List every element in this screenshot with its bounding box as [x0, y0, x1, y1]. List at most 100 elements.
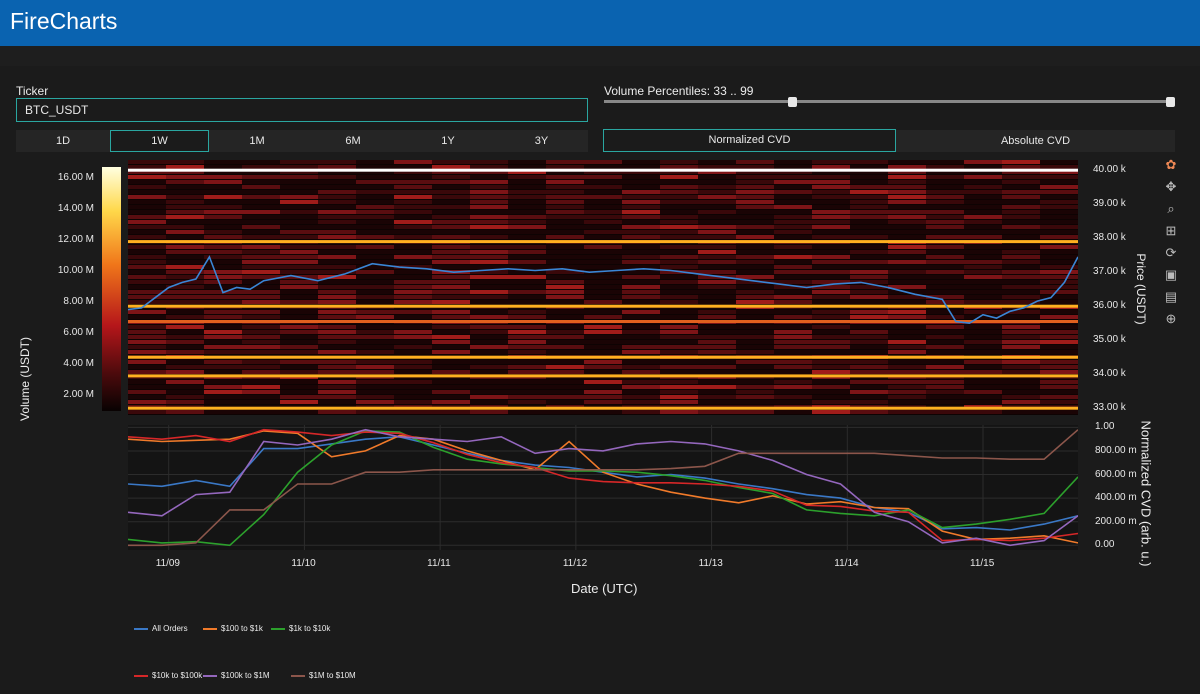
- heatmap-cell: [926, 180, 964, 184]
- timeframe-3y-button[interactable]: 3Y: [495, 130, 588, 152]
- orderbook-heatmap[interactable]: [128, 160, 1078, 415]
- heatmap-cell: [736, 235, 774, 239]
- heatmap-cell: [508, 270, 546, 274]
- heatmap-cell: [356, 165, 394, 169]
- legend-item[interactable]: $1M to $10M: [291, 671, 356, 680]
- heatmap-cell: [508, 205, 546, 209]
- reset-icon[interactable]: ⟳: [1165, 245, 1177, 260]
- heatmap-cell: [1040, 345, 1078, 349]
- heatmap-cell: [394, 365, 432, 369]
- heatmap-cell: [1040, 360, 1078, 364]
- heatmap-cell: [508, 315, 546, 319]
- zoom-icon[interactable]: ⌕: [1167, 201, 1175, 216]
- ticker-input[interactable]: [16, 98, 588, 122]
- slider-low-handle[interactable]: [788, 97, 797, 107]
- zoom-in-icon[interactable]: ⊞: [1165, 223, 1177, 238]
- heatmap-cell: [812, 170, 850, 174]
- legend-item[interactable]: $100 to $1k: [203, 624, 263, 633]
- price-tick-label: 38.00 k: [1093, 232, 1126, 244]
- heatmap-cell: [280, 250, 318, 254]
- heatmap-cell: [318, 280, 356, 284]
- heatmap-cell: [242, 205, 280, 209]
- heatmap-cell: [166, 285, 204, 289]
- heatmap-cell: [546, 235, 584, 239]
- timeframe-1m-button[interactable]: 1M: [209, 130, 305, 152]
- heatmap-cell: [850, 380, 888, 384]
- crosshair-icon[interactable]: ⊕: [1165, 311, 1177, 326]
- heatmap-cell: [1040, 365, 1078, 369]
- timeframe-1d-button[interactable]: 1D: [16, 130, 110, 152]
- heatmap-cell: [508, 295, 546, 299]
- price-tick-label: 35.00 k: [1093, 334, 1126, 346]
- colorbar-tick-label: 8.00 M: [63, 296, 94, 307]
- heatmap-cell: [318, 310, 356, 314]
- heatmap-cell: [280, 245, 318, 249]
- heatmap-cell: [1002, 395, 1040, 399]
- heatmap-cell: [736, 215, 774, 219]
- heatmap-cell: [242, 295, 280, 299]
- heatmap-cell: [318, 370, 356, 374]
- heatmap-cell: [242, 310, 280, 314]
- heatmap-cell: [1040, 165, 1078, 169]
- heatmap-cell: [812, 165, 850, 169]
- legend-item[interactable]: $1k to $10k: [271, 624, 330, 633]
- spike-icon[interactable]: ▤: [1164, 289, 1178, 304]
- heatmap-cell: [622, 160, 660, 164]
- heatmap-cell: [546, 185, 584, 189]
- heatmap-cell: [128, 290, 166, 294]
- heatmap-cell: [318, 205, 356, 209]
- heatmap-cell: [774, 250, 812, 254]
- volume-percentiles-slider[interactable]: [604, 100, 1172, 103]
- heatmap-cell: [356, 315, 394, 319]
- heatmap-cell: [1040, 195, 1078, 199]
- heatmap-cell: [394, 195, 432, 199]
- legend-item[interactable]: $100k to $1M: [203, 671, 269, 680]
- heatmap-cell: [166, 175, 204, 179]
- normalized-cvd-button[interactable]: Normalized CVD: [603, 129, 896, 152]
- slider-high-handle[interactable]: [1166, 97, 1175, 107]
- heatmap-cell: [1040, 335, 1078, 339]
- heatmap-cell: [1040, 250, 1078, 254]
- timeframe-1w-button[interactable]: 1W: [110, 130, 209, 152]
- heatmap-cell: [280, 175, 318, 179]
- heatmap-cell: [584, 260, 622, 264]
- legend-item[interactable]: $10k to $100k: [134, 671, 202, 680]
- heatmap-cell: [964, 215, 1002, 219]
- cvd-series-line: [128, 428, 1078, 542]
- heatmap-cell: [698, 410, 736, 414]
- heatmap-cell: [242, 300, 280, 304]
- plotly-logo-icon[interactable]: ✿: [1165, 157, 1177, 172]
- heatmap-cell: [812, 365, 850, 369]
- cvd-chart[interactable]: [128, 425, 1078, 550]
- heatmap-cell: [546, 370, 584, 374]
- timeframe-1y-button[interactable]: 1Y: [401, 130, 495, 152]
- heatmap-cell: [660, 255, 698, 259]
- heatmap-cell: [242, 260, 280, 264]
- download-icon[interactable]: ▣: [1164, 267, 1178, 282]
- heatmap-cell: [850, 345, 888, 349]
- heatmap-cell: [394, 310, 432, 314]
- heatmap-cell: [432, 360, 470, 364]
- heatmap-cell: [660, 250, 698, 254]
- absolute-cvd-button[interactable]: Absolute CVD: [896, 130, 1175, 152]
- pan-icon[interactable]: ✥: [1165, 179, 1177, 194]
- heatmap-cell: [128, 310, 166, 314]
- heatmap-cell: [508, 345, 546, 349]
- heatmap-cell: [698, 235, 736, 239]
- heatmap-cell: [774, 385, 812, 389]
- legend-item[interactable]: All Orders: [134, 624, 188, 633]
- heatmap-cell: [888, 245, 926, 249]
- price-axis-title: Price (USDT): [1134, 253, 1148, 325]
- legend-label: $100k to $1M: [221, 671, 270, 680]
- heatmap-cell: [888, 360, 926, 364]
- heatmap-cell: [280, 300, 318, 304]
- heatmap-cell: [128, 250, 166, 254]
- timeframe-6m-button[interactable]: 6M: [305, 130, 401, 152]
- heatmap-cell: [470, 220, 508, 224]
- heatmap-cell: [356, 360, 394, 364]
- date-tick-label: 11/14: [834, 558, 859, 569]
- heatmap-cell: [508, 290, 546, 294]
- heatmap-cell: [888, 395, 926, 399]
- heatmap-cell: [622, 270, 660, 274]
- heatmap-cell: [280, 185, 318, 189]
